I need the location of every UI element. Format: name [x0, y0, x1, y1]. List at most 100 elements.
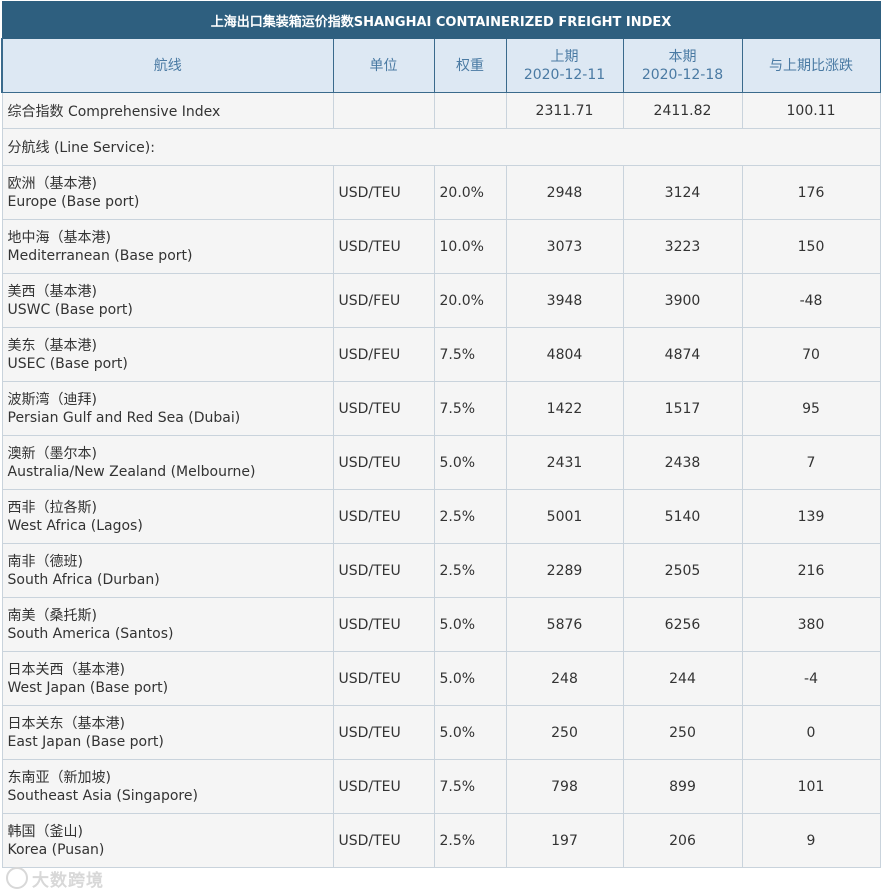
header-unit: 单位: [332, 38, 435, 93]
weight-cell: 5.0%: [433, 435, 507, 490]
change-cell: 101: [741, 759, 881, 814]
section-row: 分航线 (Line Service):: [1, 128, 881, 166]
change-cell: 70: [741, 327, 881, 382]
table-row: 日本关西（基本港) West Japan (Base port) USD/TEU 5.…: [1, 651, 881, 706]
prev-cell: 5876: [505, 597, 624, 652]
unit-cell: USD/TEU: [332, 489, 435, 544]
route-cell: 韩国（釜山) Korea (Pusan): [1, 813, 334, 868]
change-cell: 7: [741, 435, 881, 490]
prev-cell: 3948: [505, 273, 624, 328]
prev-cell: 3073: [505, 219, 624, 274]
route-name-cn: 欧洲（基本港): [7, 175, 97, 192]
route-name-en: USWC (Base port): [7, 301, 133, 318]
route-name-en: Australia/New Zealand (Melbourne): [7, 463, 256, 480]
route-cell: 波斯湾（迪拜) Persian Gulf and Red Sea (Dubai): [1, 381, 334, 436]
table-row: 欧洲（基本港) Europe (Base port) USD/TEU 20.0% 294…: [1, 165, 881, 220]
route-cell: 澳新（墨尔本) Australia/New Zealand (Melbourne): [1, 435, 334, 490]
watermark-text: 大数跨境: [32, 870, 104, 891]
comprehensive-unit-cell: [332, 92, 435, 129]
header-weight: 权重: [433, 38, 507, 93]
header-current-label: 本期: [668, 48, 697, 65]
weight-cell: 5.0%: [433, 705, 507, 760]
unit-cell: USD/TEU: [332, 759, 435, 814]
route-name-cn: 美西（基本港): [7, 283, 97, 300]
change-cell: 139: [741, 489, 881, 544]
prev-cell: 5001: [505, 489, 624, 544]
weight-cell: 2.5%: [433, 489, 507, 544]
weight-cell: 5.0%: [433, 597, 507, 652]
watermark: 大数跨境: [6, 866, 104, 891]
route-name-cn: 美东（基本港): [7, 337, 97, 354]
comprehensive-change: 100.11: [741, 92, 881, 129]
route-name-cn: 南美（桑托斯): [7, 607, 97, 624]
change-cell: -4: [741, 651, 881, 706]
route-name-en: South America (Santos): [7, 625, 174, 642]
prev-cell: 798: [505, 759, 624, 814]
route-name-en: South Africa (Durban): [7, 571, 160, 588]
unit-cell: USD/TEU: [332, 597, 435, 652]
comprehensive-weight-cell: [433, 92, 507, 129]
change-cell: 95: [741, 381, 881, 436]
table-row: 南美（桑托斯) South America (Santos) USD/TEU 5.0%…: [1, 597, 881, 652]
route-name-cn: 波斯湾（迪拜): [7, 391, 97, 408]
weight-cell: 20.0%: [433, 165, 507, 220]
curr-cell: 206: [622, 813, 743, 868]
weight-cell: 7.5%: [433, 381, 507, 436]
curr-cell: 3900: [622, 273, 743, 328]
table-title: 上海出口集装箱运价指数SHANGHAI CONTAINERIZED FREIGH…: [1, 1, 881, 39]
route-cell: 南美（桑托斯) South America (Santos): [1, 597, 334, 652]
route-name-en: Persian Gulf and Red Sea (Dubai): [7, 409, 241, 426]
header-current: 本期 2020-12-18: [622, 38, 743, 93]
prev-cell: 2289: [505, 543, 624, 598]
prev-cell: 2431: [505, 435, 624, 490]
unit-cell: USD/TEU: [332, 813, 435, 868]
route-name-en: West Japan (Base port): [7, 679, 169, 696]
freight-index-table: 上海出口集装箱运价指数SHANGHAI CONTAINERIZED FREIGH…: [1, 1, 881, 868]
header-previous-date: 2020-12-11: [523, 66, 606, 83]
route-name-en: East Japan (Base port): [7, 733, 164, 750]
weight-cell: 7.5%: [433, 327, 507, 382]
prev-cell: 2948: [505, 165, 624, 220]
curr-cell: 5140: [622, 489, 743, 544]
unit-cell: USD/TEU: [332, 435, 435, 490]
table-row: 波斯湾（迪拜) Persian Gulf and Red Sea (Dubai) U…: [1, 381, 881, 436]
comprehensive-index-label: 综合指数 Comprehensive Index: [1, 92, 334, 129]
prev-cell: 197: [505, 813, 624, 868]
route-cell: 西非（拉各斯) West Africa (Lagos): [1, 489, 334, 544]
prev-cell: 248: [505, 651, 624, 706]
route-cell: 美西（基本港) USWC (Base port): [1, 273, 334, 328]
route-name-en: Europe (Base port): [7, 193, 140, 210]
freight-index-table-container: 上海出口集装箱运价指数SHANGHAI CONTAINERIZED FREIGH…: [1, 1, 881, 868]
route-name-cn: 地中海（基本港): [7, 229, 111, 246]
header-previous-label: 上期: [550, 48, 579, 65]
route-name-cn: 东南亚（新加坡): [7, 769, 111, 786]
unit-cell: USD/TEU: [332, 651, 435, 706]
comprehensive-index-row: 综合指数 Comprehensive Index 2311.71 2411.82…: [1, 92, 881, 129]
header-previous: 上期 2020-12-11: [505, 38, 624, 93]
route-name-en: West Africa (Lagos): [7, 517, 143, 534]
curr-cell: 899: [622, 759, 743, 814]
route-name-en: Mediterranean (Base port): [7, 247, 193, 264]
weight-cell: 7.5%: [433, 759, 507, 814]
change-cell: 0: [741, 705, 881, 760]
unit-cell: USD/TEU: [332, 219, 435, 274]
table-row: 韩国（釜山) Korea (Pusan) USD/TEU 2.5% 197 206 9: [1, 813, 881, 868]
table-row: 南非（德班) South Africa (Durban) USD/TEU 2.5% 22…: [1, 543, 881, 598]
unit-cell: USD/TEU: [332, 705, 435, 760]
column-header-row: 航线 单位 权重 上期 2020-12-11 本期 2020-12-18 与上期…: [1, 38, 881, 93]
weight-cell: 2.5%: [433, 813, 507, 868]
table-row: 东南亚（新加坡) Southeast Asia (Singapore) USD/TE…: [1, 759, 881, 814]
weight-cell: 5.0%: [433, 651, 507, 706]
route-name-cn: 南非（德班): [7, 553, 83, 570]
route-cell: 南非（德班) South Africa (Durban): [1, 543, 334, 598]
route-name-cn: 澳新（墨尔本): [7, 445, 97, 462]
circle-logo-icon: [6, 867, 28, 889]
change-cell: -48: [741, 273, 881, 328]
change-cell: 9: [741, 813, 881, 868]
unit-cell: USD/TEU: [332, 165, 435, 220]
prev-cell: 1422: [505, 381, 624, 436]
table-row: 美东（基本港) USEC (Base port) USD/FEU 7.5% 4804 48…: [1, 327, 881, 382]
change-cell: 380: [741, 597, 881, 652]
prev-cell: 250: [505, 705, 624, 760]
route-cell: 日本关东（基本港) East Japan (Base port): [1, 705, 334, 760]
